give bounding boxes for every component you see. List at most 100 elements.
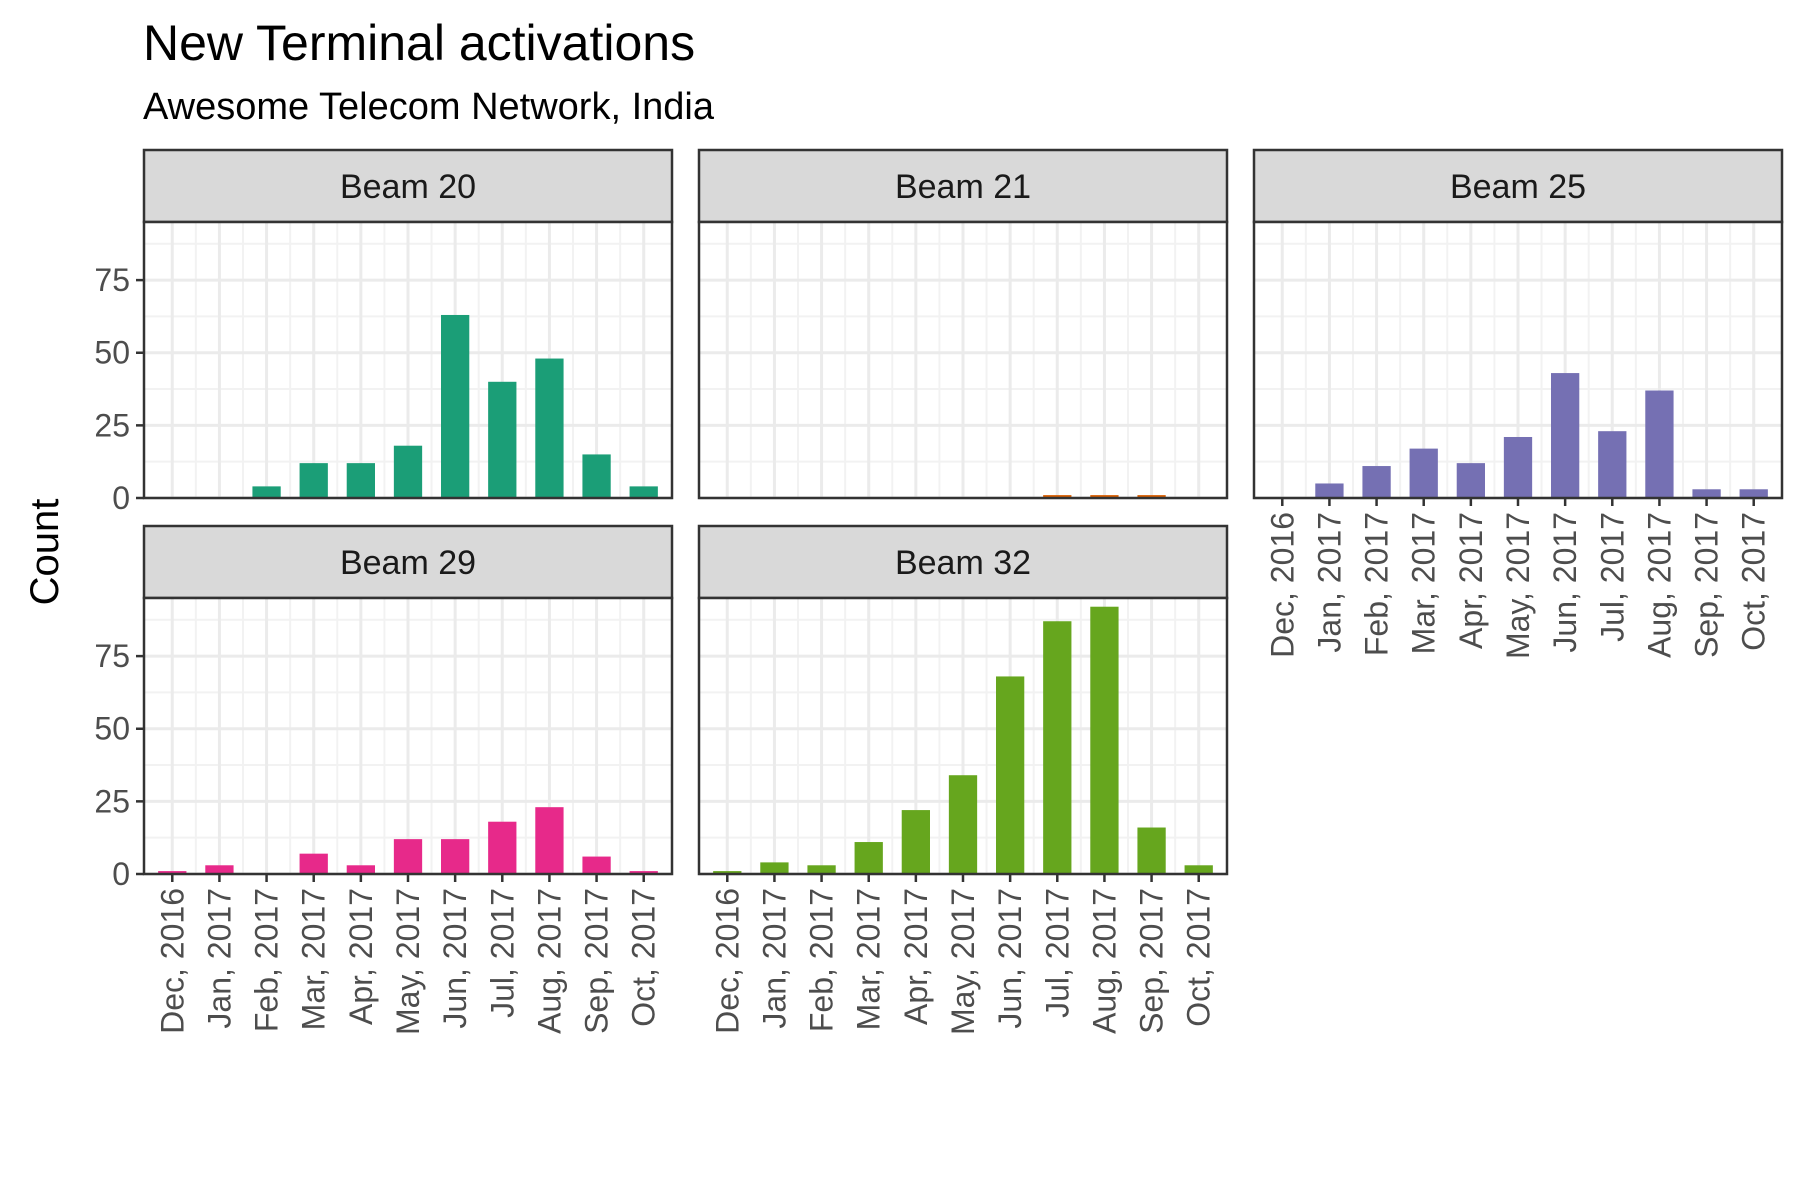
facet-strip-label: Beam 25: [1450, 168, 1586, 206]
bar: [299, 853, 328, 874]
bar: [1137, 495, 1166, 498]
x-tick-label: Aug, 2017: [1086, 888, 1122, 1034]
x-tick-label: Jun, 2017: [1547, 512, 1583, 653]
x-tick-label: Dec, 2016: [1264, 512, 1300, 658]
bar: [948, 775, 978, 874]
x-tick-label: Feb, 2017: [249, 888, 285, 1032]
x-tick-label: Mar, 2017: [296, 888, 332, 1030]
bar: [582, 454, 611, 498]
x-tick-label: Jul, 2017: [1594, 512, 1630, 642]
x-tick-label: Sep, 2017: [1689, 512, 1725, 658]
facet-strip: [697, 148, 1229, 224]
bar: [488, 381, 517, 498]
chart-title: New Terminal activations: [143, 15, 696, 71]
x-tick-label: Apr, 2017: [1453, 512, 1489, 649]
bar: [1456, 463, 1485, 498]
x-tick-label: Feb, 2017: [804, 888, 840, 1032]
bar: [582, 856, 611, 874]
x-tick-label: Jul, 2017: [484, 888, 520, 1018]
facet-panel-3: Beam 25 Dec, 2016 Jan, 2017 Feb, 2017 Mar, 2…: [1252, 148, 1784, 659]
x-tick-label: Aug, 2017: [1641, 512, 1677, 658]
x-tick-label: Jun, 2017: [437, 888, 473, 1029]
x-tick-label: May, 2017: [1500, 512, 1536, 659]
bar: [1409, 448, 1438, 498]
facet-strip-label: Beam 20: [340, 168, 476, 206]
panel-border: [697, 220, 1229, 500]
x-tick-label: Mar, 2017: [1406, 512, 1442, 654]
bar: [760, 862, 789, 874]
x-tick-label: Oct, 2017: [1181, 888, 1217, 1027]
x-tick-label: Oct, 2017: [1736, 512, 1772, 651]
x-tick-label: Jun, 2017: [992, 888, 1028, 1029]
bar: [1315, 483, 1344, 498]
bar: [1739, 489, 1768, 498]
bar: [441, 839, 470, 874]
x-tick-label: Jan, 2017: [201, 888, 237, 1029]
bar: [996, 676, 1025, 874]
bar: [1362, 466, 1391, 498]
bar: [346, 865, 375, 874]
bar: [252, 486, 281, 498]
x-tick-label: Sep, 2017: [1134, 888, 1170, 1034]
bar: [1692, 489, 1721, 498]
bar: [441, 314, 470, 498]
bar: [1090, 495, 1119, 498]
x-tick-label: Oct, 2017: [626, 888, 662, 1027]
panel-border: [142, 220, 674, 500]
facet-strip: [697, 524, 1229, 600]
bar: [158, 871, 187, 874]
x-tick-label: Dec, 2016: [709, 888, 745, 1034]
bar: [393, 839, 423, 874]
y-tick-label: 25: [94, 407, 130, 443]
bar: [629, 871, 658, 874]
x-tick-label: Apr, 2017: [898, 888, 934, 1025]
bar: [1090, 606, 1119, 874]
bar: [1598, 431, 1627, 498]
bar: [1645, 390, 1674, 498]
y-tick-label: 75: [94, 638, 130, 674]
facet-strip: [1252, 148, 1784, 224]
x-tick-label: May, 2017: [390, 888, 426, 1035]
facet-panel-4: Beam 29 0 25 50 75 Dec, 2016 Jan, 2017 Feb, 201…: [94, 524, 674, 1035]
bar: [205, 865, 234, 874]
x-tick-label: Dec, 2016: [154, 888, 190, 1034]
x-tick-label: Jan, 2017: [1311, 512, 1347, 653]
bar: [629, 486, 658, 498]
x-tick-label: Jan, 2017: [756, 888, 792, 1029]
x-tick-label: Mar, 2017: [851, 888, 887, 1030]
facet-strip-label: Beam 29: [340, 544, 476, 582]
bar: [1137, 827, 1166, 874]
x-tick-label: Feb, 2017: [1359, 512, 1395, 656]
bar: [854, 842, 883, 874]
bar: [393, 445, 423, 498]
bar: [1184, 865, 1213, 874]
x-tick-label: Apr, 2017: [343, 888, 379, 1025]
y-tick-label: 0: [112, 480, 130, 516]
y-tick-label: 25: [94, 783, 130, 819]
bar: [346, 463, 375, 498]
y-tick-label: 75: [94, 262, 130, 298]
bar: [299, 463, 328, 498]
x-tick-label: Jul, 2017: [1039, 888, 1075, 1018]
y-axis-title: Count: [23, 499, 67, 606]
x-tick-label: Aug, 2017: [531, 888, 567, 1034]
bar: [488, 821, 517, 874]
x-tick-label: Sep, 2017: [579, 888, 615, 1034]
y-tick-label: 50: [94, 711, 130, 747]
facet-strip-label: Beam 32: [895, 544, 1031, 582]
x-tick-label: May, 2017: [945, 888, 981, 1035]
bar: [807, 865, 836, 874]
bar: [901, 810, 930, 874]
chart-subtitle: Awesome Telecom Network, India: [143, 86, 714, 128]
facet-strip: [142, 524, 674, 600]
y-tick-label: 50: [94, 335, 130, 371]
facet-panel-2: Beam 21: [697, 148, 1229, 500]
bar: [535, 807, 564, 874]
bar: [1043, 621, 1072, 874]
facet-panel-5: Beam 32 Dec, 2016 Jan, 2017 Feb, 2017 Mar, 2…: [697, 524, 1229, 1035]
facet-strip-label: Beam 21: [895, 168, 1031, 206]
bar: [713, 871, 742, 874]
bar: [1503, 436, 1533, 498]
y-tick-label: 0: [112, 856, 130, 892]
